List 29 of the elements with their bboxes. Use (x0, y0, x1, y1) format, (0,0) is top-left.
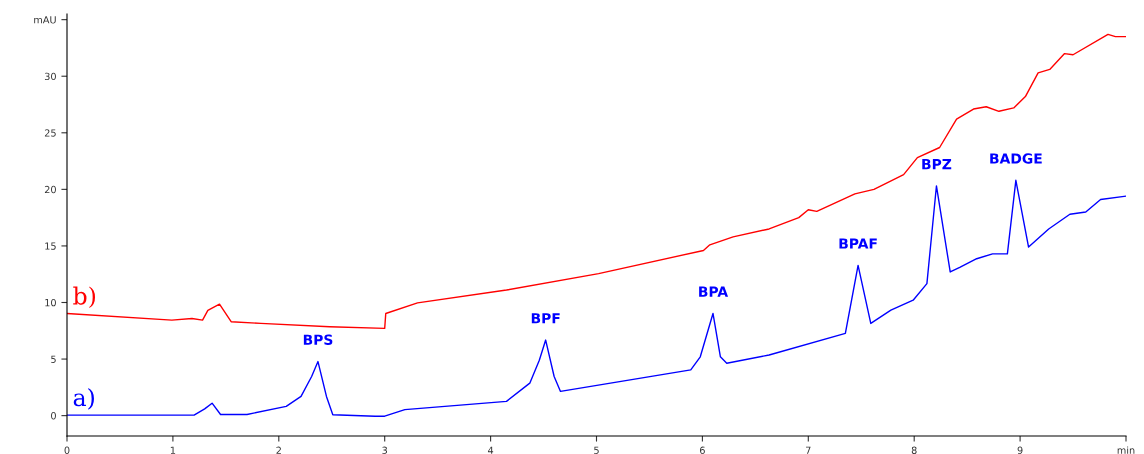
x-tick-label: 8 (911, 446, 917, 454)
annotation: BPAF (839, 238, 877, 249)
annotation: BADGE (990, 153, 1042, 164)
x-tick-label: 0 (64, 446, 70, 454)
annotation: BPZ (922, 159, 952, 170)
x-tick-label: 3 (382, 446, 388, 454)
y-tick-label: 20 (44, 185, 56, 194)
x-tick-label: 5 (594, 446, 599, 454)
y-tick-label: 25 (44, 129, 56, 137)
x-tick-label: min (1117, 446, 1135, 454)
annotation: BPA (699, 286, 729, 297)
y-tick-label: 15 (45, 242, 56, 250)
y-tick-label: 10 (45, 298, 56, 307)
x-tick-label: 7 (806, 446, 811, 454)
line-series (67, 179, 1126, 417)
annotation: BPS (303, 334, 333, 345)
y-tick-label: 0 (51, 412, 56, 420)
series-label: a) (73, 388, 94, 410)
x-tick-label: 1 (170, 446, 176, 454)
y-tick-label: mAU (34, 16, 56, 24)
x-tick-label: 2 (276, 446, 281, 454)
x-tick-label: 4 (487, 446, 494, 454)
y-tick-label: 5 (51, 355, 56, 363)
x-tick-label: 9 (1017, 446, 1023, 454)
y-tick-label: 30 (44, 72, 56, 81)
line-series (67, 33, 1126, 330)
series-label: b) (73, 286, 96, 309)
annotation: BPF (531, 313, 560, 324)
x-tick-label: 6 (699, 446, 705, 454)
